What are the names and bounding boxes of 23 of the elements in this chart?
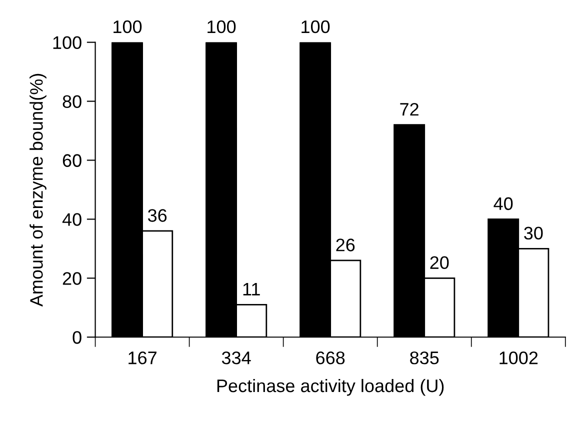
data-label: 20 (430, 256, 449, 270)
y-tick-label: 100 (53, 36, 82, 50)
y-axis-title: Amount of enzyme bound(%) (30, 74, 46, 307)
data-label: 100 (114, 20, 142, 34)
x-tick-label: 1002 (500, 351, 538, 364)
y-tick-label: 20 (62, 272, 82, 285)
data-label: 40 (494, 197, 513, 210)
y-tick-label: 80 (62, 95, 82, 108)
x-axis-title: Pectinase activity loaded (U) (217, 378, 444, 396)
data-label: 11 (243, 282, 260, 296)
x-tick-label: 835 (410, 351, 439, 364)
x-tick-label: 167 (128, 351, 156, 364)
data-label: 72 (400, 102, 418, 116)
data-label: 100 (208, 20, 236, 34)
y-tick-label: 40 (62, 213, 82, 226)
data-label: 36 (148, 209, 167, 222)
data-label: 30 (524, 226, 543, 240)
data-label: 100 (302, 20, 330, 34)
y-tick-label: 0 (72, 331, 82, 344)
x-tick-label: 334 (222, 351, 251, 364)
x-tick-label: 668 (316, 351, 345, 364)
y-tick-label: 60 (62, 154, 82, 167)
data-label: 26 (336, 238, 355, 252)
